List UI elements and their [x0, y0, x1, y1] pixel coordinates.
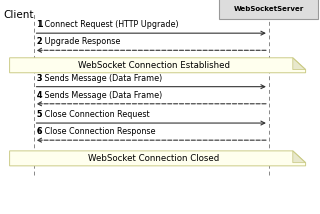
Bar: [10, 151, 293, 166]
Text: 2 Upgrade Response: 2 Upgrade Response: [37, 37, 120, 46]
Text: 4 Sends Message (Data Frame): 4 Sends Message (Data Frame): [37, 91, 162, 100]
Text: 3: 3: [37, 74, 42, 83]
Text: 1: 1: [37, 20, 42, 29]
Text: 1 Connect Request (HTTP Upgrade): 1 Connect Request (HTTP Upgrade): [37, 20, 179, 29]
Text: WebSocket Connection Established: WebSocket Connection Established: [78, 61, 230, 70]
Polygon shape: [293, 70, 306, 73]
Text: 2: 2: [37, 37, 43, 46]
Text: WebSocketServer: WebSocketServer: [234, 6, 304, 12]
Bar: [10, 58, 293, 73]
FancyBboxPatch shape: [219, 0, 318, 19]
Text: WebSocket Connection Closed: WebSocket Connection Closed: [88, 154, 220, 163]
Text: 4: 4: [37, 91, 42, 100]
Polygon shape: [293, 58, 306, 70]
Text: 5: 5: [37, 110, 42, 119]
Polygon shape: [293, 163, 306, 166]
Text: 3 Sends Message (Data Frame): 3 Sends Message (Data Frame): [37, 74, 162, 83]
Text: 6 Close Connection Response: 6 Close Connection Response: [37, 127, 155, 136]
Text: 6: 6: [37, 127, 42, 136]
Polygon shape: [293, 151, 306, 163]
Text: 5 Close Connection Request: 5 Close Connection Request: [37, 110, 149, 119]
Text: Client: Client: [3, 10, 34, 20]
